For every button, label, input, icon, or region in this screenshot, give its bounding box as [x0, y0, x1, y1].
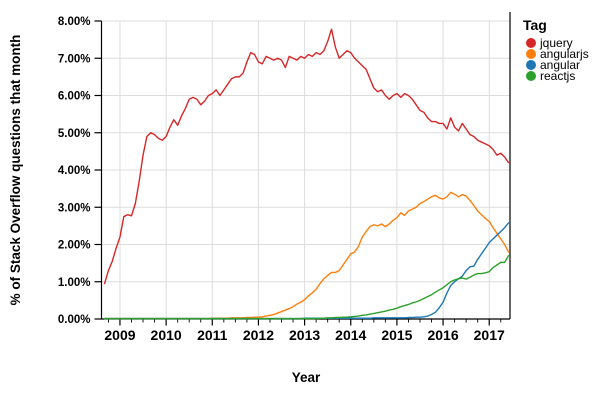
legend-label: angular — [540, 58, 580, 72]
y-tick-label: 5.00% — [58, 128, 91, 140]
series-line-angular[interactable] — [103, 222, 510, 320]
x-axis-title: Year — [292, 370, 321, 385]
x-tick-label: 2009 — [104, 327, 135, 343]
x-tick-label: 2013 — [289, 327, 320, 343]
legend-item-jquery[interactable]: jquery — [526, 36, 573, 50]
x-tick-label: 2010 — [151, 327, 182, 343]
gridlines — [101, 20, 510, 320]
y-tick-label: 6.00% — [58, 91, 91, 103]
series-line-jquery[interactable] — [103, 28, 510, 285]
x-tick-label: 2015 — [381, 327, 412, 343]
y-tick-label: 3.00% — [58, 202, 91, 214]
x-tick-label: 2011 — [197, 327, 228, 343]
legend-item-angularjs[interactable]: angularjs — [526, 47, 589, 61]
y-tick-label: 0.00% — [58, 314, 91, 326]
legend-label: angularjs — [540, 47, 589, 61]
tick-labels: 0.00% 1.00% 2.00% 3.00% 4.00% 5.00% 6.00% 7.00%… — [58, 16, 505, 343]
legend-swatch-angularjs — [526, 49, 536, 59]
y-tick-label: 7.00% — [58, 53, 91, 65]
chart-series — [103, 28, 510, 320]
y-tick-label: 1.00% — [58, 277, 91, 289]
legend-item-angular[interactable]: angular — [526, 58, 580, 72]
legend-label: jquery — [539, 36, 573, 50]
legend-label: reactjs — [540, 69, 575, 83]
series-line-reactjs[interactable] — [103, 254, 510, 320]
x-tick-label: 2014 — [335, 327, 366, 343]
x-tick-label: 2016 — [427, 327, 458, 343]
series-line-angularjs[interactable] — [103, 191, 510, 320]
axes — [94, 12, 511, 326]
x-tick-label: 2012 — [243, 327, 274, 343]
legend-title: Tag — [523, 17, 547, 33]
y-tick-label: 8.00% — [58, 16, 91, 28]
legend-swatch-reactjs — [526, 71, 536, 81]
legend-item-reactjs[interactable]: reactjs — [526, 69, 575, 83]
y-tick-label: 4.00% — [58, 165, 91, 177]
legend-swatch-jquery — [526, 38, 536, 48]
y-axis-title: % of Stack Overflow questions that month — [8, 35, 23, 306]
x-tick-label: 2017 — [474, 327, 505, 343]
y-tick-label: 2.00% — [58, 240, 91, 252]
legend-swatch-angular — [526, 60, 536, 70]
